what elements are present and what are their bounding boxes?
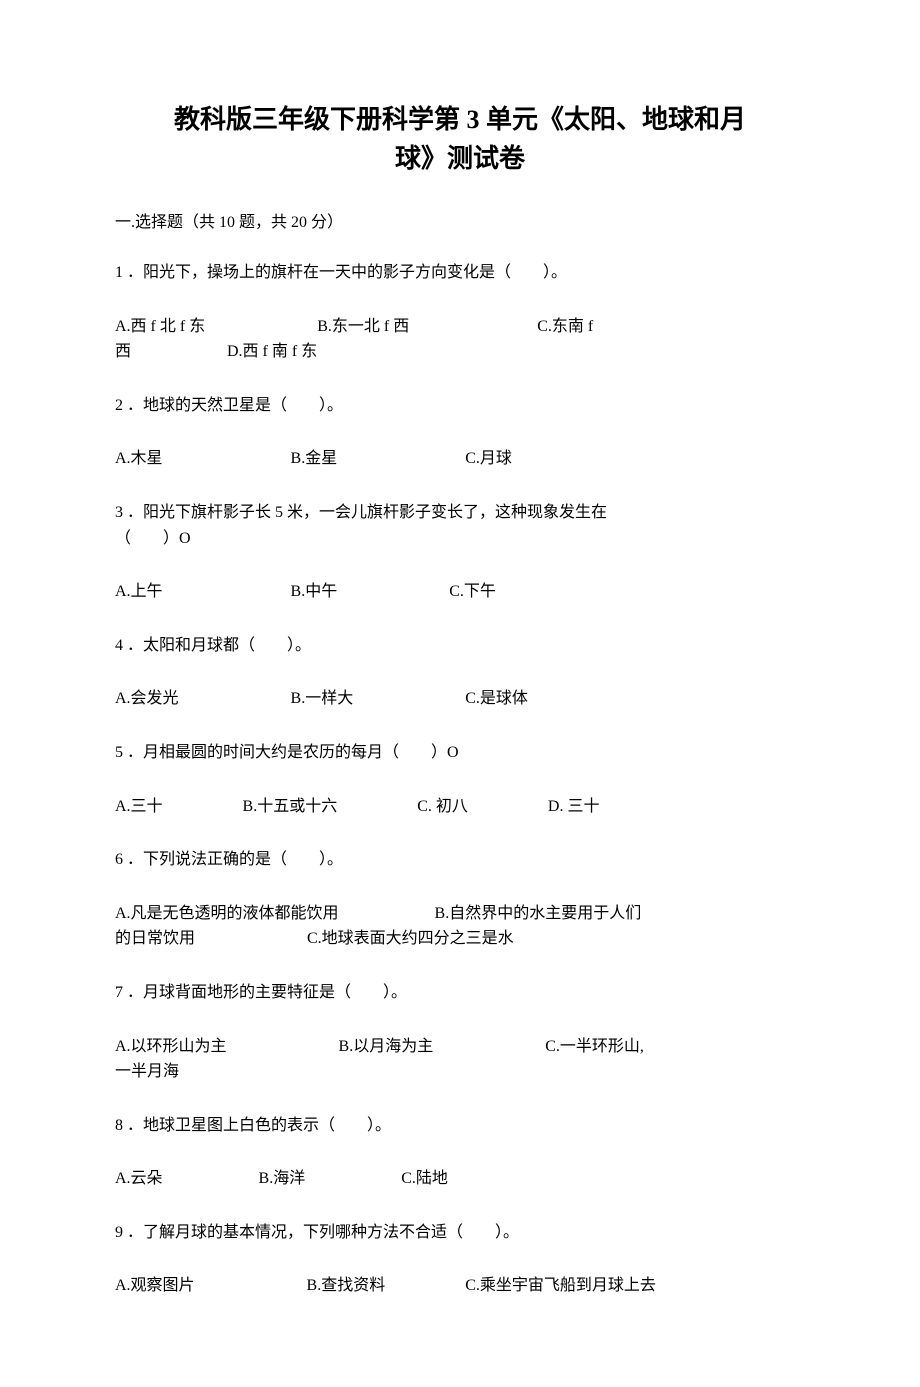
question-8-text: 8 ．地球卫星图上白色的表示（ ）。 (115, 1113, 805, 1139)
question-9-text: 9 ．了解月球的基本情况，下列哪种方法不合适（ ）。 (115, 1220, 805, 1246)
question-4-options: A.会发光 B.一样大 C.是球体 (115, 686, 805, 712)
question-5-text: 5 ．月相最圆的时间大约是农历的每月（ ）O (115, 740, 805, 766)
section-header: 一.选择题（共 10 题，共 20 分） (115, 208, 805, 232)
question-3-options: A.上午 B.中午 C.下午 (115, 579, 805, 605)
question-1: 1 ．阳光下，操场上的旗杆在一天中的影子方向变化是（ ）。 A.西 f 北 f … (115, 260, 805, 365)
question-8-options: A.云朵 B.海洋 C.陆地 (115, 1166, 805, 1192)
question-2-text: 2 ．地球的天然卫星是（ ）。 (115, 393, 805, 419)
question-2: 2 ．地球的天然卫星是（ ）。 A.木星 B.金星 C.月球 (115, 393, 805, 472)
question-6-options: A.凡是无色透明的液体都能饮用 B.自然界中的水主要用于人们 的日常饮用 C.地… (115, 901, 805, 952)
question-9: 9 ．了解月球的基本情况，下列哪种方法不合适（ ）。 A.观察图片 B.查找资料… (115, 1220, 805, 1299)
question-1-options: A.西 f 北 f 东 B.东一北 f 西 C.东南 f 西 D.西 f 南 f… (115, 314, 805, 365)
question-7-options: A.以环形山为主 B.以月海为主 C.一半环形山, 一半月海 (115, 1034, 805, 1085)
question-6: 6 ．下列说法正确的是（ ）。 A.凡是无色透明的液体都能饮用 B.自然界中的水… (115, 847, 805, 952)
question-4: 4 ．太阳和月球都（ ）。 A.会发光 B.一样大 C.是球体 (115, 633, 805, 712)
question-5: 5 ．月相最圆的时间大约是农历的每月（ ）O A.三十 B.十五或十六 C. 初… (115, 740, 805, 819)
question-5-options: A.三十 B.十五或十六 C. 初八 D. 三十 (115, 794, 805, 820)
question-7: 7 ．月球背面地形的主要特征是（ ）。 A.以环形山为主 B.以月海为主 C.一… (115, 980, 805, 1085)
question-6-text: 6 ．下列说法正确的是（ ）。 (115, 847, 805, 873)
question-7-text: 7 ．月球背面地形的主要特征是（ ）。 (115, 980, 805, 1006)
question-1-text: 1 ．阳光下，操场上的旗杆在一天中的影子方向变化是（ ）。 (115, 260, 805, 286)
question-3: 3 ．阳光下旗杆影子长 5 米，一会儿旗杆影子变长了，这种现象发生在 （ ）O … (115, 500, 805, 605)
question-2-options: A.木星 B.金星 C.月球 (115, 446, 805, 472)
title-line-2: 球》测试卷 (395, 144, 525, 173)
question-4-text: 4 ．太阳和月球都（ ）。 (115, 633, 805, 659)
question-8: 8 ．地球卫星图上白色的表示（ ）。 A.云朵 B.海洋 C.陆地 (115, 1113, 805, 1192)
question-3-text: 3 ．阳光下旗杆影子长 5 米，一会儿旗杆影子变长了，这种现象发生在 （ ）O (115, 500, 805, 551)
title-line-1: 教科版三年级下册科学第 3 单元《太阳、地球和月 (174, 105, 746, 134)
document-title: 教科版三年级下册科学第 3 单元《太阳、地球和月 球》测试卷 (115, 100, 805, 178)
question-9-options: A.观察图片 B.查找资料 C.乘坐宇宙飞船到月球上去 (115, 1273, 805, 1299)
